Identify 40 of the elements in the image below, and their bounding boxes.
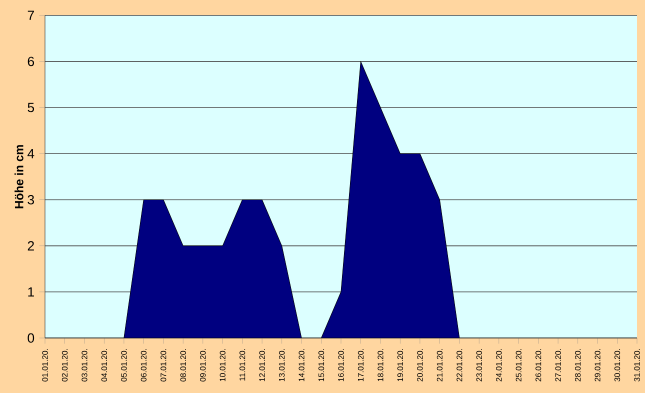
x-tick-label: 08.01.20. xyxy=(180,349,186,382)
x-tick-label: 06.01.20. xyxy=(140,349,147,382)
x-tick-label: 02.01.20. xyxy=(62,349,68,382)
y-tick-label: 6 xyxy=(28,56,34,66)
x-tick-label: 21.01.20. xyxy=(436,349,443,382)
x-tick-label: 22.01.20. xyxy=(456,349,462,382)
y-tick-label: 3 xyxy=(28,195,34,204)
y-tick-label: 7 xyxy=(28,10,34,20)
x-tick-label: 23.01.20. xyxy=(476,349,482,382)
x-tick-label: 27.01.20. xyxy=(555,349,561,382)
x-tick-label: 30.01.20. xyxy=(614,349,620,382)
y-tick-label: 5 xyxy=(28,102,34,112)
x-tick-label: 09.01.20. xyxy=(200,349,206,382)
x-tick-label: 25.01.20. xyxy=(516,349,522,382)
x-tick-label: 11.01.20. xyxy=(240,349,246,381)
x-tick-label: 03.01.20. xyxy=(82,349,88,382)
x-tick-label: 17.01.20. xyxy=(358,349,364,382)
y-tick-label: 2 xyxy=(28,241,34,250)
x-tick-label: 04.01.20. xyxy=(101,349,108,382)
x-tick-label: 10.01.20. xyxy=(220,349,226,382)
x-tick-label: 18.01.20. xyxy=(378,349,384,382)
y-tick-label: 0 xyxy=(28,333,34,343)
x-tick-label: 29.01.20. xyxy=(594,349,600,382)
x-tick-label: 26.01.20. xyxy=(536,349,542,382)
x-tick-label: 07.01.20. xyxy=(160,349,166,382)
y-axis-title: Höhe in cm xyxy=(14,145,24,208)
y-tick-label: 4 xyxy=(28,149,34,158)
x-tick-label: 01.01.20. xyxy=(42,349,48,382)
x-tick-label: 20.01.20. xyxy=(417,349,423,382)
x-tick-label: 05.01.20. xyxy=(121,349,127,382)
x-tick-label: 24.01.20. xyxy=(496,349,502,382)
x-tick-label: 28.01.20. xyxy=(574,349,581,382)
x-tick-label: 16.01.20. xyxy=(338,349,344,382)
x-tick-label: 19.01.20. xyxy=(397,349,404,382)
x-tick-label: 12.01.20. xyxy=(259,349,265,382)
x-tick-label: 14.01.20. xyxy=(298,349,304,382)
x-tick-label: 13.01.20. xyxy=(278,349,285,382)
x-tick-label: 31.01.20. xyxy=(634,349,640,382)
x-tick-label: 15.01.20. xyxy=(318,349,324,382)
y-tick-label: 1 xyxy=(28,287,34,296)
